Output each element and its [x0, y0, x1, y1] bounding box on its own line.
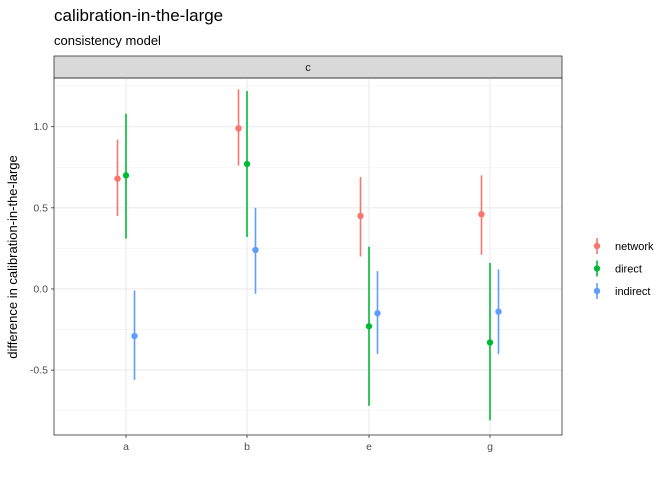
point-direct — [365, 323, 373, 330]
x-tick-label: b — [244, 441, 250, 453]
point-indirect — [252, 246, 259, 254]
facet-strip-label: c — [305, 62, 311, 74]
legend-key-point-network — [593, 242, 601, 250]
x-tick-label: g — [487, 441, 493, 453]
point-indirect — [495, 308, 502, 315]
legend-label-network: network — [615, 241, 654, 253]
point-network — [357, 212, 364, 220]
y-tick-label: -0.5 — [30, 365, 48, 377]
point-network — [235, 125, 242, 132]
point-indirect — [374, 310, 381, 317]
legend-label-direct: direct — [615, 264, 642, 276]
point-network — [478, 211, 485, 218]
point-network — [114, 175, 121, 182]
y-axis-title: difference in calibration-in-the-large — [5, 155, 20, 359]
panel-border — [53, 77, 563, 436]
legend-key-point-indirect — [593, 287, 601, 295]
legend-key-point-direct — [593, 265, 601, 272]
point-indirect — [131, 332, 138, 340]
point-direct — [243, 160, 251, 168]
x-tick-label: e — [366, 441, 372, 453]
chart-subtitle: consistency model — [54, 33, 161, 48]
legend-label-indirect: indirect — [615, 286, 650, 298]
y-tick-label: 0.5 — [33, 202, 48, 214]
chart-title: calibration-in-the-large — [54, 6, 223, 25]
y-tick-label: 0.0 — [33, 283, 48, 295]
y-tick-label: 1.0 — [33, 121, 48, 133]
legend: network direct indirect — [593, 238, 654, 299]
point-direct — [122, 172, 130, 179]
plot-panel — [54, 78, 562, 435]
point-direct — [486, 339, 494, 346]
x-tick-label: a — [123, 441, 129, 453]
